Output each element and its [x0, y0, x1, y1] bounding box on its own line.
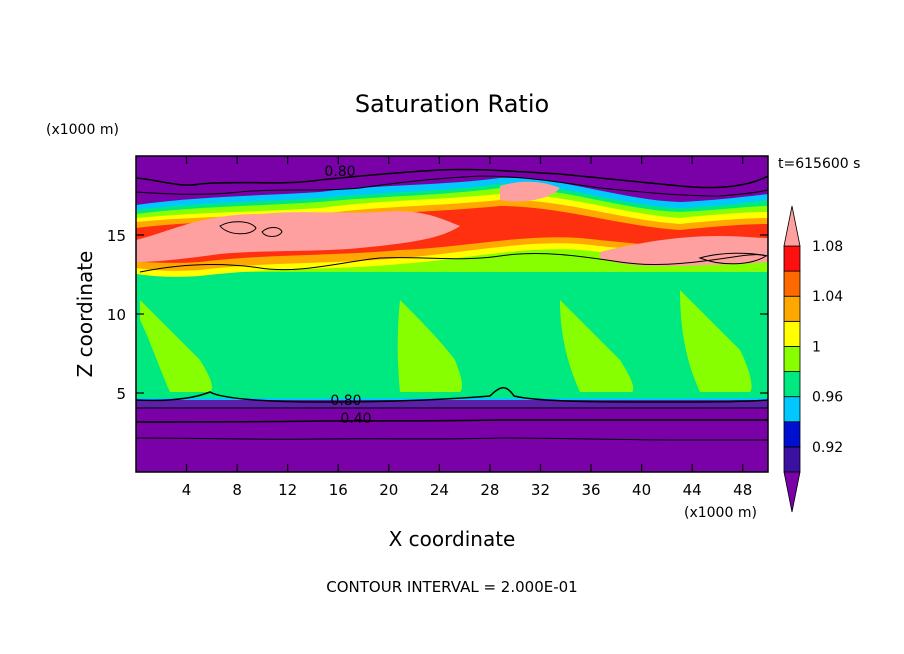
colorbar-high-arrow	[783, 205, 801, 247]
colorbar-label: 1.04	[812, 289, 843, 305]
x-axis-ticks: 4 8 12 16 20 24 28 32 36 40 44 48	[182, 156, 752, 499]
contour-label: 0.80	[330, 393, 361, 409]
field-lightgreen-lower-patch-2	[397, 300, 463, 392]
y-axis-label: Z coordinate	[73, 251, 97, 378]
x-tick-label: 44	[683, 481, 702, 499]
contour-lower-3	[136, 437, 768, 441]
colorbar-swatch	[783, 270, 801, 297]
contour-mid-top	[139, 253, 768, 273]
x-tick-label: 48	[733, 481, 752, 499]
colorbar-swatch	[783, 245, 801, 272]
x-tick-label: 16	[329, 481, 348, 499]
contour-label: 0.80	[324, 164, 355, 180]
colorbar-swatch	[783, 421, 801, 448]
time-label: t=615600 s	[778, 156, 860, 172]
colorbar-label: 1	[812, 339, 821, 355]
colorbar-low-arrow	[783, 471, 801, 513]
y-unit-label: (x1000 m)	[46, 122, 119, 138]
x-tick-label: 32	[531, 481, 550, 499]
colorbar-label: 0.96	[812, 390, 843, 406]
y-axis-ticks: 5 10 15	[107, 227, 768, 403]
field-lower-layer-1	[136, 400, 768, 408]
y-tick-label: 5	[116, 385, 126, 403]
x-tick-label: 8	[232, 481, 242, 499]
colorbar-label: 0.92	[812, 440, 843, 456]
contour-lower-040	[136, 419, 768, 423]
contour-interval-note: CONTOUR INTERVAL = 2.000E-01	[326, 578, 577, 596]
colorbar-swatch	[783, 446, 801, 473]
field-pink-top	[500, 181, 560, 202]
colorbar-swatch	[783, 371, 801, 398]
contour-loop-3	[698, 252, 768, 265]
colorbar-swatch	[783, 396, 801, 423]
x-axis-label: X coordinate	[389, 527, 516, 551]
field-pink-band	[136, 211, 460, 262]
contour-top-inner	[136, 175, 768, 197]
y-tick-label: 15	[107, 227, 126, 245]
colorbar-label: 1.08	[812, 239, 843, 255]
contour-mid-080	[136, 387, 768, 403]
x-unit-label: (x1000 m)	[684, 505, 757, 521]
contour-label: 0.40	[340, 411, 371, 427]
colorbar-swatch	[783, 295, 801, 322]
contour-labels: 0.80 0.80 0.40	[324, 164, 371, 427]
y-tick-label: 10	[107, 306, 126, 324]
x-tick-label: 12	[278, 481, 297, 499]
colorbar-swatch	[783, 320, 801, 347]
colorbar-swatch	[783, 346, 801, 372]
heatmap-field	[136, 156, 768, 472]
colorbar: 0.92 0.96 1 1.04 1.08	[783, 205, 843, 513]
x-tick-label: 24	[430, 481, 449, 499]
field-lightgreen-lower-patch-4	[680, 290, 752, 392]
x-tick-label: 20	[379, 481, 398, 499]
chart-title: Saturation Ratio	[355, 90, 549, 118]
x-tick-label: 36	[581, 481, 600, 499]
field-lightgreen-lower-patch-3	[560, 300, 634, 392]
contour-loop-1	[219, 221, 257, 235]
field-lightgreen-lower-patch-1	[140, 300, 212, 392]
x-tick-label: 40	[632, 481, 651, 499]
contour-loop-2	[261, 227, 283, 237]
contour-top-080	[136, 168, 768, 189]
x-tick-label: 4	[182, 481, 192, 499]
x-tick-label: 28	[480, 481, 499, 499]
